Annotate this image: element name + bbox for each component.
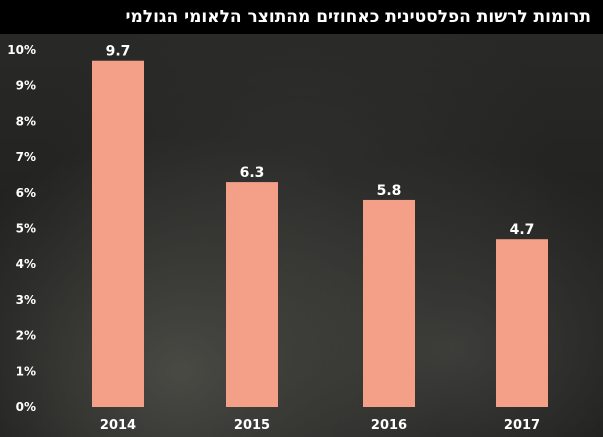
y-tick-label: 8% <box>16 114 36 128</box>
bar-2015 <box>226 182 278 407</box>
y-tick-label: 2% <box>16 329 36 343</box>
x-tick-label-2017: 2017 <box>504 418 540 433</box>
bar-2014 <box>92 60 144 408</box>
bar-2017 <box>496 239 548 407</box>
data-label-2016: 5.8 <box>377 183 402 199</box>
x-tick-label-2014: 2014 <box>100 418 136 433</box>
y-tick-label: 7% <box>16 150 36 164</box>
data-label-2014: 9.7 <box>106 44 131 60</box>
chart-title: תרומות לרשות הפלסטינית כאחוזים מהתוצר הל… <box>0 0 603 34</box>
y-tick-label: 6% <box>16 186 36 200</box>
data-label-2015: 6.3 <box>240 165 265 181</box>
y-tick-label: 9% <box>16 79 36 93</box>
data-label-2017: 4.7 <box>510 222 535 238</box>
x-tick-label-2016: 2016 <box>371 418 407 433</box>
x-tick-label-2015: 2015 <box>234 418 270 433</box>
bar-2016 <box>363 199 415 407</box>
bars: 9.7 6.3 5.8 4.7 <box>92 44 548 408</box>
y-tick-label: 4% <box>16 257 36 271</box>
y-axis: 0% 1% 2% 3% 4% 5% 6% 7% 8% 9% 10% <box>7 43 36 414</box>
y-tick-label: 3% <box>16 293 36 307</box>
y-tick-label: 1% <box>16 364 36 378</box>
x-axis: 2014 2015 2016 2017 <box>100 418 540 433</box>
y-tick-label: 5% <box>16 222 36 236</box>
y-tick-label: 10% <box>7 43 36 57</box>
y-tick-label: 0% <box>16 400 36 414</box>
